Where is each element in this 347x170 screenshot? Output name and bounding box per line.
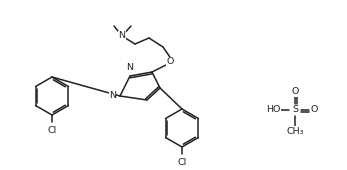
Text: Cl: Cl [48, 126, 57, 135]
Text: Cl: Cl [177, 158, 187, 167]
Text: HO: HO [266, 106, 280, 115]
Text: O: O [310, 106, 318, 115]
Text: N: N [118, 31, 126, 40]
Text: O: O [291, 88, 299, 97]
Text: N: N [109, 91, 116, 100]
Text: S: S [292, 106, 298, 115]
Text: N: N [127, 63, 134, 72]
Text: O: O [166, 57, 174, 66]
Text: CH₃: CH₃ [286, 126, 304, 135]
